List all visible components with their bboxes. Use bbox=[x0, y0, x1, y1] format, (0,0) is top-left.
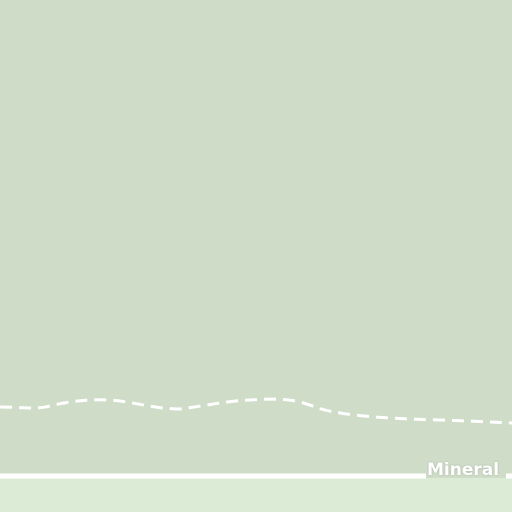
road-label: Mineral bbox=[427, 460, 500, 480]
grassland-area bbox=[0, 478, 512, 512]
trail-dashed-line[interactable] bbox=[0, 397, 512, 425]
